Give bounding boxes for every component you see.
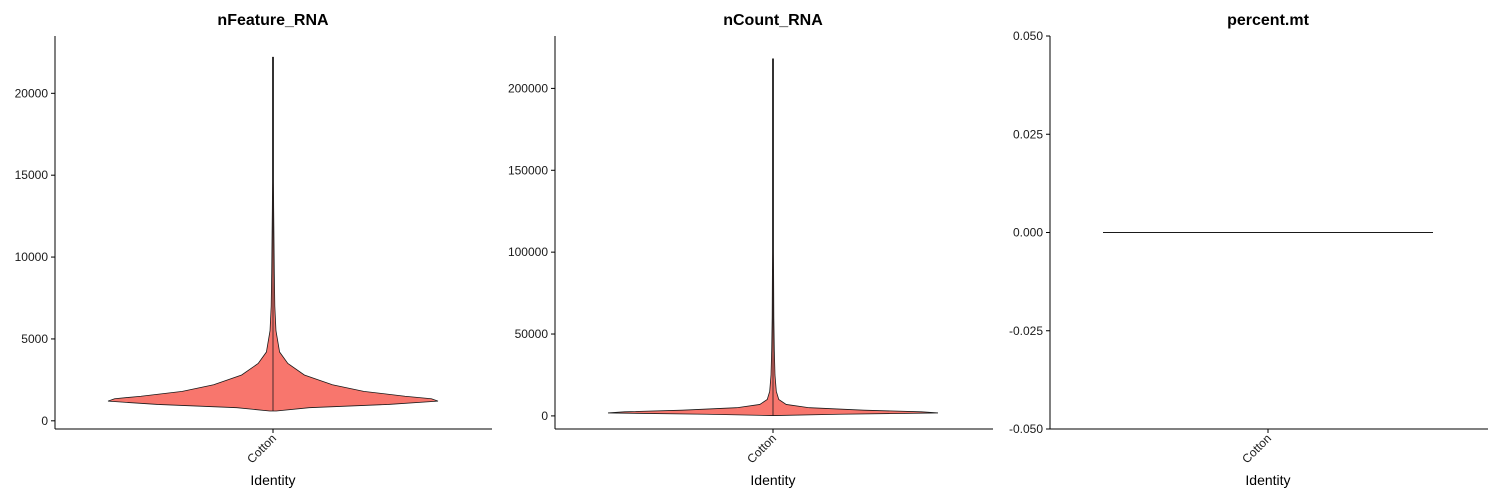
y-tick-label: 15000	[15, 168, 49, 182]
x-axis-title: Identity	[1245, 472, 1290, 488]
y-tick-label: 0.050	[1013, 29, 1043, 43]
y-tick-label: 0.025	[1013, 127, 1043, 141]
panel-2: nCount_RNA 0 50000 100000 150000 200000 Cotton…	[508, 12, 993, 488]
panel-title: percent.mt	[1227, 12, 1309, 29]
y-tick-label: -0.025	[1009, 324, 1043, 338]
y-tick-label: 150000	[508, 163, 548, 177]
panel-title: nCount_RNA	[723, 12, 823, 29]
x-tick-label: Cotton	[1239, 431, 1274, 466]
panel-title: nFeature_RNA	[217, 12, 329, 29]
y-tick-label: 100000	[508, 245, 548, 259]
x-axis-title: Identity	[250, 472, 295, 488]
y-tick-label: 20000	[15, 86, 49, 100]
y-tick-label: 10000	[15, 250, 49, 264]
x-axis-title: Identity	[750, 472, 795, 488]
y-tick-label: -0.050	[1009, 422, 1043, 436]
x-tick-label: Cotton	[744, 431, 779, 466]
y-tick-label: 0	[541, 409, 548, 423]
y-tick-label: 200000	[508, 81, 548, 95]
panel-3: percent.mt -0.050 -0.025 0.000 0.025 0.050 Cot…	[1009, 12, 1488, 488]
panel-1: nFeature_RNA 0 5000 10000 15000 20000 Cotton Id…	[15, 12, 492, 488]
y-tick-label: 0	[41, 414, 48, 428]
y-tick-label: 0.000	[1013, 226, 1043, 240]
y-tick-label: 50000	[515, 327, 549, 341]
y-tick-label: 5000	[21, 332, 48, 346]
x-tick-label: Cotton	[244, 431, 279, 466]
